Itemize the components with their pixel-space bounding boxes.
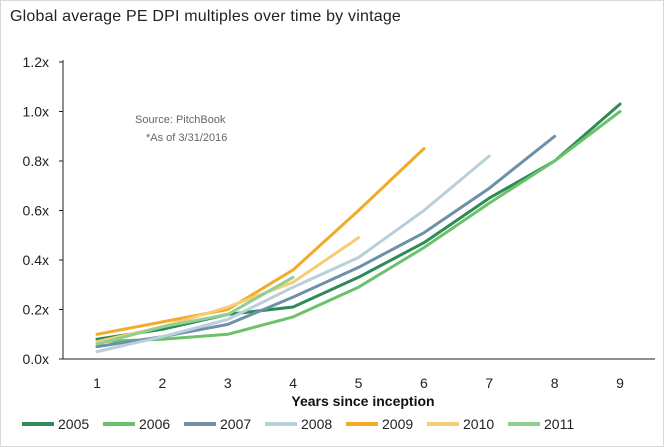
series-line-2008 (95, 154, 491, 354)
x-tick-label: 7 (485, 375, 493, 391)
legend-label-2007: 2007 (220, 416, 251, 432)
x-axis-label: Years since inception (291, 393, 434, 409)
x-tick-label: 2 (158, 375, 166, 391)
legend-label-2009: 2009 (382, 416, 413, 432)
series-lines (95, 102, 622, 354)
y-tick-label: 0.6x (23, 203, 49, 219)
y-tick-label: 0.4x (23, 252, 49, 268)
y-tick-label: 0.8x (23, 153, 49, 169)
y-axis-ticks: 0.0x 0.2x 0.4x 0.6x 0.8x 1.0x 1.2x (23, 54, 63, 367)
legend-label-2008: 2008 (301, 416, 332, 432)
y-tick-label: 1.2x (23, 54, 49, 70)
chart-title: Global average PE DPI multiples over tim… (10, 8, 402, 25)
x-tick-label: 5 (355, 375, 363, 391)
legend-label-2005: 2005 (58, 416, 89, 432)
legend-label-2010: 2010 (463, 416, 494, 432)
y-tick-label: 1.0x (23, 104, 49, 120)
x-tick-label: 6 (420, 375, 428, 391)
x-tick-label: 8 (551, 375, 559, 391)
series-line-2011 (95, 275, 295, 346)
x-tick-label: 3 (224, 375, 232, 391)
as-of-note: *As of 3/31/2016 (146, 132, 227, 144)
legend-label-2011: 2011 (544, 416, 574, 432)
x-tick-label: 9 (616, 375, 624, 391)
x-axis-ticks: 1 2 3 4 5 6 7 8 9 (93, 375, 624, 391)
legend-label-2006: 2006 (139, 416, 170, 432)
y-tick-label: 0.2x (23, 302, 49, 318)
legend: 2005 2006 2007 2008 2009 2010 2011 (22, 416, 574, 432)
series-line-2006 (95, 110, 622, 344)
x-tick-label: 1 (93, 375, 101, 391)
x-tick-label: 4 (289, 375, 297, 391)
series-line-2009 (95, 147, 426, 336)
source-note: Source: PitchBook (135, 114, 226, 126)
y-tick-label: 0.0x (23, 351, 49, 367)
